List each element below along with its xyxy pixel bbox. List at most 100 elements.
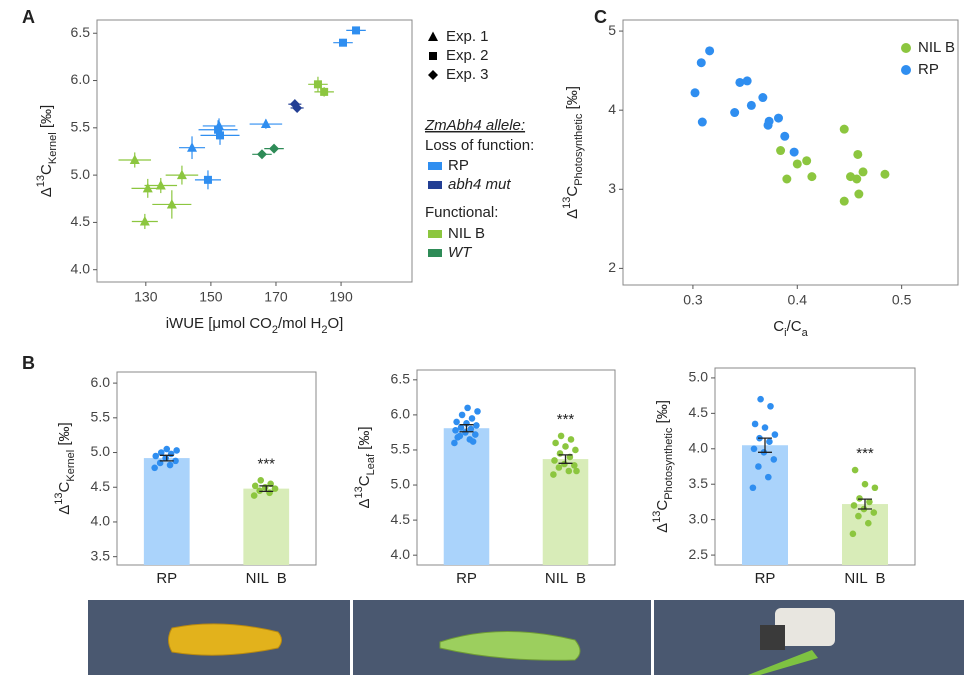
point — [565, 467, 573, 475]
point — [770, 456, 778, 463]
x-tick-label: RP — [755, 570, 776, 587]
plot-frame — [96, 19, 413, 283]
legend-group-title: Loss of function: — [425, 137, 534, 154]
legend-label: RP — [448, 157, 469, 174]
point — [173, 447, 180, 454]
point — [852, 174, 862, 184]
point — [472, 431, 479, 438]
label-part: a — [802, 327, 809, 339]
legend-label: WT — [448, 244, 473, 261]
label-part: Δ — [654, 523, 671, 533]
significance: *** — [856, 445, 874, 462]
y-tick-label: 6.5 — [391, 371, 411, 387]
point — [176, 169, 187, 180]
point — [464, 404, 471, 412]
point — [839, 196, 849, 206]
legend-marker — [428, 31, 438, 41]
corn-ear — [168, 623, 282, 656]
bar — [243, 488, 290, 565]
label-part: 13 — [353, 486, 365, 498]
y-tick-label: 5.0 — [689, 369, 709, 385]
axis-title: Δ13CKernel [‰] — [35, 105, 59, 197]
point — [469, 438, 477, 445]
label-part: 13 — [651, 511, 663, 523]
point — [216, 131, 225, 140]
x-tick-label: NIL B — [545, 570, 586, 587]
point — [313, 80, 322, 89]
photo-strip — [88, 600, 964, 675]
point — [271, 485, 279, 492]
axis-title: Δ13CPhotosynthetic [‰] — [561, 86, 585, 219]
label-part: Δ — [56, 505, 73, 515]
plot-frame — [714, 367, 916, 566]
point — [782, 174, 792, 184]
x-tick-label: RP — [156, 570, 177, 587]
point — [261, 483, 269, 491]
axis-title: Ci/Ca — [773, 318, 808, 339]
y-tick-label: 3.5 — [91, 547, 111, 563]
point — [730, 108, 740, 118]
point — [462, 429, 469, 436]
point — [789, 147, 799, 157]
panel-label: A — [22, 7, 35, 27]
point — [352, 26, 361, 35]
label-part: Leaf — [365, 453, 377, 475]
y-tick-label: 6.0 — [91, 374, 111, 390]
point — [757, 395, 764, 403]
point — [573, 467, 580, 475]
error-bar — [558, 454, 573, 464]
leaf — [748, 650, 818, 675]
point — [155, 180, 166, 190]
point — [552, 439, 559, 447]
point — [758, 93, 768, 103]
error-bar — [858, 498, 872, 510]
point — [858, 167, 868, 177]
x-tick-label: 130 — [134, 289, 158, 305]
label-part: C — [56, 481, 73, 492]
y-tick-label: 6.0 — [391, 406, 411, 422]
significance: *** — [257, 455, 275, 472]
y-tick-label: 3 — [608, 180, 616, 196]
label-part: C — [356, 475, 373, 486]
point — [187, 142, 198, 152]
point — [755, 463, 762, 470]
plot-frame — [622, 19, 959, 286]
axis-title: Δ13CLeaf [‰] — [353, 426, 377, 508]
y-tick-label: 5.5 — [391, 441, 411, 457]
point — [458, 411, 466, 419]
point — [256, 149, 267, 160]
point — [152, 452, 160, 460]
device-head — [760, 625, 785, 650]
point — [157, 449, 165, 456]
x-tick-label: 150 — [199, 289, 223, 305]
point — [571, 462, 578, 469]
y-tick-label: 2.5 — [689, 546, 709, 562]
label-part: Δ — [564, 209, 581, 219]
point — [807, 172, 817, 182]
device-body — [775, 608, 835, 646]
point — [850, 502, 858, 509]
point — [749, 484, 757, 492]
point — [866, 498, 873, 506]
legend-label: abh4 mut — [448, 176, 511, 193]
legend-label: RP — [918, 61, 939, 78]
label-part: C — [564, 186, 581, 197]
point — [551, 457, 558, 464]
point — [853, 149, 863, 159]
error-bar — [259, 485, 274, 493]
label-part: [‰] — [356, 426, 373, 454]
label-part: Δ — [38, 187, 55, 197]
y-tick-label: 4.5 — [71, 213, 91, 229]
point — [839, 124, 849, 134]
y-tick-label: 6.0 — [71, 71, 91, 87]
y-tick-label: 4.5 — [689, 404, 709, 420]
label-part: C — [654, 500, 671, 511]
label-part: [‰] — [654, 400, 671, 428]
y-tick-label: 4.0 — [91, 513, 111, 529]
x-tick-label: 0.3 — [683, 292, 703, 308]
point — [266, 489, 273, 497]
legend-swatch — [901, 65, 911, 75]
y-tick-label: 3.5 — [689, 475, 709, 491]
error-bar — [758, 437, 772, 453]
point — [556, 450, 564, 457]
